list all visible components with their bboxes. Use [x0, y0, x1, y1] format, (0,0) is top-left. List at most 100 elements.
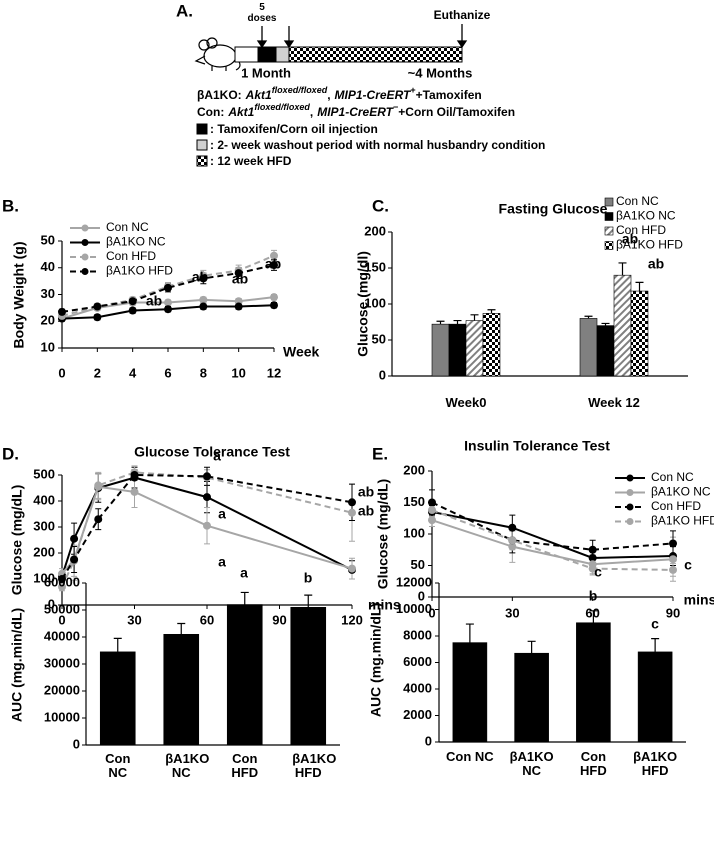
annotation: a: [218, 554, 226, 570]
y-tick-label: 12000: [396, 574, 432, 589]
x-tick-label: 0: [58, 365, 65, 380]
timeline-month4: ~4 Months: [408, 65, 473, 80]
chart-title: Glucose Tolerance Test: [134, 444, 290, 460]
data-point: [58, 575, 66, 583]
data-point: [270, 301, 278, 310]
data-point: [199, 295, 208, 304]
cre-sup: +: [410, 85, 415, 95]
data-point: [93, 313, 102, 322]
data-point: [588, 545, 597, 554]
annotation: a: [240, 565, 248, 581]
bar: [290, 606, 327, 746]
legend-label: βA1KO HFD: [616, 238, 683, 252]
y-tick-label: 20: [41, 313, 55, 328]
x-tick-label: Con NC: [105, 751, 131, 780]
x-tick-label: 60: [585, 605, 599, 620]
y-tick-label: 40: [41, 259, 55, 274]
data-point: [588, 553, 597, 562]
bar: [99, 651, 136, 746]
data-point: [508, 536, 517, 545]
x-tick-label: 120: [341, 612, 363, 627]
series-line: [61, 471, 353, 588]
bar: [163, 633, 200, 746]
x-tick-label: Con NC: [446, 749, 494, 764]
error-bar: [304, 594, 313, 608]
data-point: [348, 498, 356, 507]
key-swatch: [196, 123, 208, 135]
bar: [637, 651, 673, 743]
data-point: [128, 306, 137, 315]
series-line: [431, 509, 674, 571]
y-tick-label: 4000: [403, 680, 432, 695]
y-tick-label: 200: [403, 462, 425, 477]
data-point: [669, 565, 677, 574]
x-tick-label: 6: [164, 365, 171, 380]
x-axis-label: mins: [368, 597, 401, 613]
legend-marker: [81, 268, 89, 275]
panel-label: D.: [2, 444, 19, 463]
cre-sup: −: [393, 102, 398, 112]
y-tick-label: 0: [425, 733, 432, 748]
legend-marker: [626, 518, 634, 525]
y-tick-label: 0: [73, 736, 80, 751]
data-point: [199, 302, 208, 311]
y-tick-label: 500: [33, 466, 55, 481]
bar: [452, 642, 488, 743]
annotation: c: [594, 564, 602, 580]
error-bar: [240, 591, 249, 605]
bar: [226, 604, 263, 746]
data-point: [669, 555, 677, 564]
bar: [465, 320, 484, 377]
error-bar: [589, 610, 598, 623]
x-tick-label: Con HFD: [231, 751, 259, 780]
key-text: : Tamoxifen/Corn oil injection: [210, 122, 378, 136]
legend-label: Con NC: [651, 470, 694, 484]
bar: [576, 622, 611, 743]
annotation: b: [589, 588, 598, 604]
legend-label: βA1KO HFD: [106, 264, 173, 278]
panel-label: B.: [2, 196, 19, 215]
x-tick-label: 2: [94, 365, 101, 380]
annotation: ab: [358, 503, 374, 519]
data-point: [130, 487, 139, 496]
data-point: [348, 508, 356, 517]
timeline-end-label: Euthanize: [434, 8, 491, 22]
gene: Akt1: [227, 105, 254, 119]
legend-label: Con NC: [616, 194, 659, 208]
annotation: a: [218, 506, 226, 522]
timeline-doses: 5 doses: [247, 2, 277, 24]
error-bar: [487, 309, 496, 314]
y-tick-label: 200: [33, 544, 55, 559]
bar: [514, 652, 549, 743]
error-bar: [651, 638, 660, 652]
y-axis-label: Glucose (mg/dL): [375, 479, 391, 589]
data-point: [203, 493, 211, 502]
bar: [482, 313, 501, 377]
x-tick-label: βA1KO HFD: [292, 751, 337, 780]
legend-marker: [81, 224, 89, 232]
cre: MIP1-CreERT: [317, 105, 394, 119]
error-bar: [601, 322, 610, 326]
bar: [579, 318, 598, 377]
annotation: ab: [358, 484, 374, 500]
error-bar: [453, 319, 462, 325]
legend-swatch: [604, 212, 614, 221]
y-tick-label: 60000: [44, 574, 80, 589]
y-tick-label: 50: [41, 232, 55, 247]
legend-marker: [626, 503, 634, 511]
bar: [630, 290, 649, 377]
y-tick-label: 200: [364, 223, 386, 238]
y-tick-label: 0: [418, 588, 425, 603]
panel-label: A.: [176, 1, 193, 20]
y-axis-label: Glucose (mg/dL): [9, 485, 25, 595]
bar: [613, 274, 632, 377]
y-tick-label: 100: [403, 525, 425, 540]
legend-swatch: [604, 226, 614, 236]
series-line: [61, 476, 353, 577]
annotation: b: [304, 570, 313, 586]
gene: Akt1: [245, 88, 272, 102]
timeline-bar: [234, 46, 463, 63]
cre: MIP1-CreERT: [335, 88, 412, 102]
annotation: ab: [648, 256, 664, 272]
